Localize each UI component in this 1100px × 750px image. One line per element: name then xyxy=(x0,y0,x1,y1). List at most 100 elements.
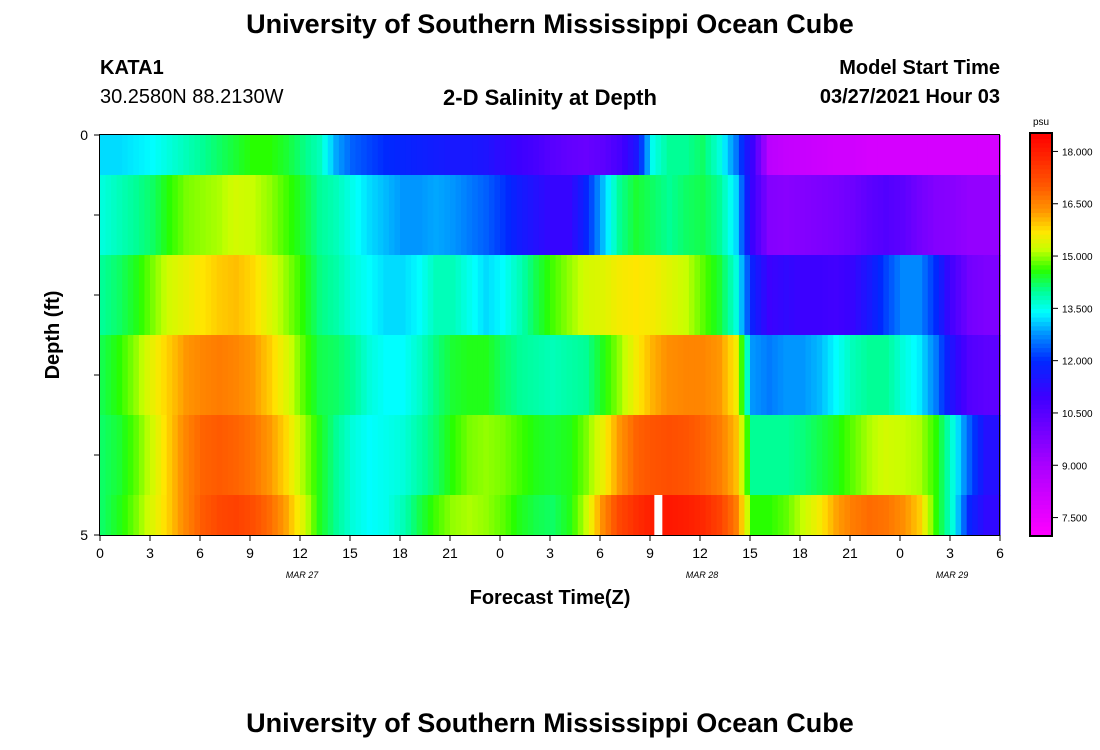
heatmap-cell xyxy=(650,255,657,336)
heatmap-cell xyxy=(794,495,801,536)
heatmap-cell xyxy=(811,415,818,496)
heatmap-cell xyxy=(372,255,379,336)
heatmap-cell xyxy=(288,135,296,176)
heatmap-cell xyxy=(372,175,379,256)
heatmap-cell xyxy=(777,175,784,256)
heatmap-cell xyxy=(722,135,729,176)
heatmap-cell xyxy=(266,495,273,536)
heatmap-cell xyxy=(838,135,846,176)
heatmap-cell xyxy=(438,175,446,256)
heatmap-cell xyxy=(133,175,140,256)
heatmap-cell xyxy=(161,175,168,256)
heatmap-cell xyxy=(922,175,929,256)
heatmap-cell xyxy=(677,495,684,536)
heatmap-cell xyxy=(450,415,457,496)
heatmap-cell xyxy=(805,495,812,536)
heatmap-cell xyxy=(255,255,262,336)
colorbar-swatch xyxy=(1031,500,1051,505)
heatmap-cell xyxy=(694,415,701,496)
heatmap-cell xyxy=(261,335,268,416)
heatmap-cell xyxy=(161,135,168,176)
colorbar-swatch xyxy=(1031,295,1051,301)
heatmap-cell xyxy=(966,415,973,496)
heatmap-cell xyxy=(288,175,296,256)
heatmap-cell xyxy=(738,335,746,416)
heatmap-cell xyxy=(722,415,729,496)
heatmap-cell xyxy=(200,175,207,256)
heatmap-cell xyxy=(288,415,296,496)
heatmap-cell xyxy=(733,495,740,536)
heatmap-cell xyxy=(494,335,501,416)
heatmap-cell xyxy=(677,255,684,336)
y-axis-title: Depth (ft) xyxy=(42,291,64,380)
heatmap-cell xyxy=(105,495,112,536)
heatmap-cell xyxy=(683,175,690,256)
heatmap-cell xyxy=(505,255,512,336)
heatmap-cell xyxy=(600,415,607,496)
heatmap-cell xyxy=(127,135,134,176)
heatmap-cell xyxy=(100,415,107,496)
heatmap-cell xyxy=(144,175,151,256)
colorbar-swatch xyxy=(1031,395,1051,401)
heatmap-cell xyxy=(538,135,546,176)
heatmap-cell xyxy=(427,255,434,336)
heatmap-cell xyxy=(438,255,446,336)
heatmap-cell xyxy=(350,335,357,416)
heatmap-cell xyxy=(866,415,873,496)
heatmap-cell xyxy=(711,495,718,536)
heatmap-cell xyxy=(144,135,151,176)
heatmap-cell xyxy=(961,415,968,496)
colorbar-swatch xyxy=(1031,421,1051,427)
heatmap-cell xyxy=(272,175,279,256)
heatmap-cell xyxy=(894,335,901,416)
heatmap-cell xyxy=(166,255,173,336)
heatmap-cell xyxy=(216,495,223,536)
heatmap-cell xyxy=(250,335,257,416)
heatmap-cell xyxy=(650,175,657,256)
heatmap-cell xyxy=(472,255,479,336)
heatmap-cell xyxy=(355,495,362,536)
heatmap-cell xyxy=(488,335,496,416)
heatmap-cell xyxy=(277,415,284,496)
heatmap-cell xyxy=(566,415,573,496)
heatmap-cell xyxy=(394,175,401,256)
heatmap-cell xyxy=(488,175,496,256)
colorbar-swatch xyxy=(1031,343,1051,349)
heatmap-cell xyxy=(133,135,140,176)
heatmap-cell xyxy=(600,255,607,336)
heatmap-cell xyxy=(972,135,979,176)
heatmap-cell xyxy=(205,135,212,176)
heatmap-cell xyxy=(961,335,968,416)
heatmap-cell xyxy=(794,135,801,176)
heatmap-cell xyxy=(405,175,412,256)
heatmap-cell xyxy=(894,175,901,256)
colorbar-swatch xyxy=(1031,487,1051,492)
heatmap-cell xyxy=(855,175,862,256)
heatmap-cell xyxy=(900,415,907,496)
heatmap-cell xyxy=(744,135,751,176)
heatmap-cell xyxy=(150,495,157,536)
heatmap-cell xyxy=(516,495,523,536)
heatmap-cell xyxy=(805,175,812,256)
heatmap-cell xyxy=(472,495,479,536)
heatmap-cell xyxy=(627,335,634,416)
heatmap-cell xyxy=(894,495,901,536)
heatmap-cell xyxy=(394,135,401,176)
heatmap-cell xyxy=(611,495,618,536)
heatmap-cell xyxy=(572,335,579,416)
heatmap-cell xyxy=(388,415,396,496)
heatmap-cell xyxy=(400,415,407,496)
heatmap-cell xyxy=(233,255,240,336)
heatmap-cell xyxy=(661,415,668,496)
heatmap-cell xyxy=(561,135,568,176)
heatmap-cell xyxy=(705,175,712,256)
heatmap-cell xyxy=(161,415,168,496)
colorbar-swatch xyxy=(1031,234,1051,240)
heatmap-cell xyxy=(105,415,112,496)
heatmap-cell xyxy=(627,135,634,176)
heatmap-cell xyxy=(150,335,157,416)
heatmap-cell xyxy=(655,255,662,336)
heatmap-cell xyxy=(955,415,962,496)
heatmap-cell xyxy=(388,495,396,536)
heatmap-cell xyxy=(550,175,557,256)
